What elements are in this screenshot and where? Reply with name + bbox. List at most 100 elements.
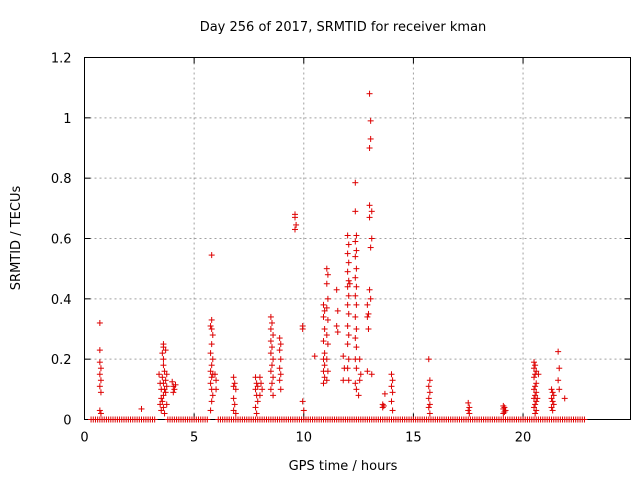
data-point bbox=[161, 410, 168, 417]
data-point bbox=[208, 398, 215, 405]
data-point bbox=[534, 395, 541, 402]
data-point bbox=[364, 368, 371, 375]
data-point bbox=[344, 283, 351, 290]
data-point bbox=[532, 392, 539, 399]
data-point bbox=[208, 341, 215, 348]
data-point bbox=[388, 383, 395, 390]
data-point bbox=[207, 368, 214, 375]
data-point bbox=[379, 404, 386, 411]
data-point bbox=[270, 392, 277, 399]
data-point bbox=[425, 395, 432, 402]
data-point bbox=[161, 368, 168, 375]
data-point bbox=[159, 374, 166, 381]
data-point bbox=[232, 410, 239, 417]
data-point bbox=[426, 389, 433, 396]
data-point bbox=[425, 404, 432, 411]
data-point bbox=[531, 404, 538, 411]
data-point bbox=[466, 410, 473, 417]
data-point bbox=[96, 347, 103, 354]
data-point bbox=[352, 292, 359, 299]
data-point bbox=[158, 395, 165, 402]
data-point bbox=[345, 356, 352, 363]
data-point bbox=[368, 371, 375, 378]
data-point bbox=[230, 383, 237, 390]
data-point bbox=[555, 348, 562, 355]
y-tick-label: 0.6 bbox=[51, 233, 72, 248]
data-point bbox=[549, 389, 556, 396]
data-point bbox=[353, 326, 360, 332]
y-tick-label: 0.2 bbox=[51, 353, 72, 368]
data-point bbox=[230, 395, 237, 402]
data-point bbox=[208, 252, 215, 259]
data-point bbox=[357, 371, 364, 378]
data-point bbox=[345, 241, 352, 248]
data-point bbox=[324, 295, 331, 302]
baseline-point bbox=[204, 416, 211, 423]
data-point bbox=[353, 344, 360, 351]
data-point bbox=[323, 265, 330, 272]
data-point bbox=[96, 359, 103, 366]
data-point bbox=[548, 386, 555, 393]
data-point bbox=[353, 386, 360, 393]
data-point bbox=[531, 365, 538, 372]
data-point bbox=[323, 280, 330, 287]
data-point bbox=[366, 214, 373, 221]
data-point bbox=[276, 377, 283, 384]
data-point bbox=[160, 380, 167, 387]
data-point bbox=[561, 395, 568, 402]
data-point bbox=[352, 313, 359, 320]
data-point bbox=[364, 301, 371, 308]
x-tick-label: 5 bbox=[190, 431, 198, 446]
data-point bbox=[531, 359, 538, 366]
data-point bbox=[97, 389, 104, 396]
data-point bbox=[96, 383, 103, 390]
data-point bbox=[172, 381, 179, 388]
data-point bbox=[157, 401, 164, 408]
data-point bbox=[299, 398, 306, 405]
data-point bbox=[162, 377, 169, 384]
data-point bbox=[324, 316, 331, 323]
gridlines bbox=[84, 57, 631, 420]
data-point bbox=[345, 259, 352, 266]
data-point bbox=[425, 356, 432, 363]
data-point bbox=[156, 371, 163, 378]
data-point bbox=[533, 389, 540, 396]
y-tick-label: 1 bbox=[63, 112, 71, 127]
data-point bbox=[163, 401, 170, 408]
data-point bbox=[160, 344, 167, 351]
data-point bbox=[323, 304, 330, 311]
data-point bbox=[213, 386, 220, 393]
data-point bbox=[252, 404, 259, 411]
data-point bbox=[292, 226, 299, 233]
data-point bbox=[366, 90, 373, 97]
data-point bbox=[425, 383, 432, 390]
data-point bbox=[267, 368, 274, 375]
data-point bbox=[268, 319, 275, 326]
y-tick-label: 0 bbox=[63, 414, 71, 429]
data-point bbox=[532, 401, 539, 408]
data-point bbox=[555, 377, 562, 384]
data-point bbox=[345, 332, 352, 339]
data-point bbox=[333, 322, 340, 329]
data-point bbox=[532, 383, 539, 390]
data-point bbox=[211, 371, 218, 378]
data-point bbox=[209, 392, 216, 399]
data-point bbox=[208, 362, 215, 369]
data-point bbox=[267, 386, 274, 393]
y-axis-label: SRMTID / TECUs bbox=[9, 186, 24, 291]
data-point bbox=[292, 214, 299, 221]
data-point bbox=[365, 326, 372, 332]
data-point bbox=[367, 117, 374, 124]
data-point bbox=[465, 407, 472, 414]
data-point bbox=[321, 307, 328, 314]
data-point bbox=[533, 368, 540, 375]
data-point bbox=[207, 322, 214, 329]
data-point bbox=[230, 374, 237, 381]
x-tick-label: 15 bbox=[405, 431, 422, 446]
data-point bbox=[267, 350, 274, 357]
data-point bbox=[299, 326, 306, 332]
data-point bbox=[267, 338, 274, 345]
data-point bbox=[276, 347, 283, 354]
data-point bbox=[500, 410, 507, 417]
data-point bbox=[161, 386, 168, 393]
